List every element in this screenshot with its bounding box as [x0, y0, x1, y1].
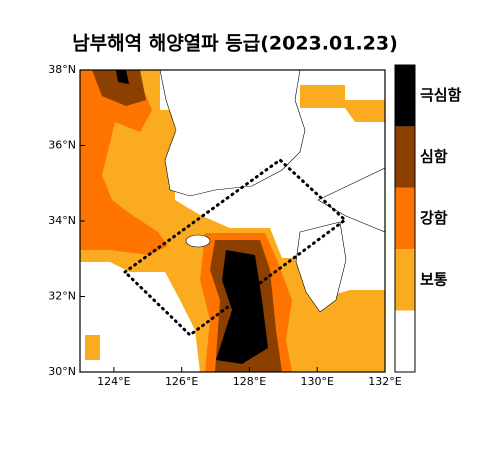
level-moderate-area	[80, 70, 385, 372]
korean-peninsula	[159, 70, 306, 197]
x-tick-label: 132°E	[368, 375, 401, 388]
study-area-box	[122, 158, 348, 337]
colorbar-swatch	[395, 126, 415, 188]
y-tick-label: 38°N	[48, 63, 76, 76]
x-tick-label: 124°E	[97, 375, 130, 388]
level-extreme-area	[116, 70, 129, 84]
map-title: 남부해역 해양열파 등급(2023.01.23)	[72, 33, 398, 55]
y-tick-label: 32°N	[48, 290, 76, 303]
y-tick-label: 30°N	[48, 365, 76, 378]
kyushu	[295, 221, 347, 313]
y-tick-label: 36°N	[48, 139, 76, 152]
y-tick-label: 34°N	[48, 214, 76, 227]
level-extreme-area	[216, 250, 268, 364]
level-moderate-area	[85, 335, 100, 360]
colorbar-swatch	[395, 187, 415, 250]
x-tick-label: 126°E	[165, 375, 198, 388]
colorbar-frame	[394, 64, 416, 373]
colorbar-label: 심함	[420, 148, 448, 166]
level-severe-area	[92, 70, 146, 106]
heatwave-field	[80, 70, 385, 372]
level-moderate-area	[300, 85, 385, 122]
colorbar-label: 극심함	[420, 86, 462, 104]
colorbar-swatch	[395, 310, 415, 372]
honshu	[317, 167, 385, 233]
x-tick-label: 130°E	[300, 375, 333, 388]
level-strong-area	[80, 70, 168, 255]
colorbar-label: 강함	[420, 209, 448, 227]
x-tick-label: 128°E	[233, 375, 266, 388]
colorbar-swatch	[395, 65, 415, 127]
colorbar-label: 보통	[420, 270, 448, 288]
colorbar-swatch	[395, 249, 415, 311]
jeju-island	[185, 234, 211, 248]
